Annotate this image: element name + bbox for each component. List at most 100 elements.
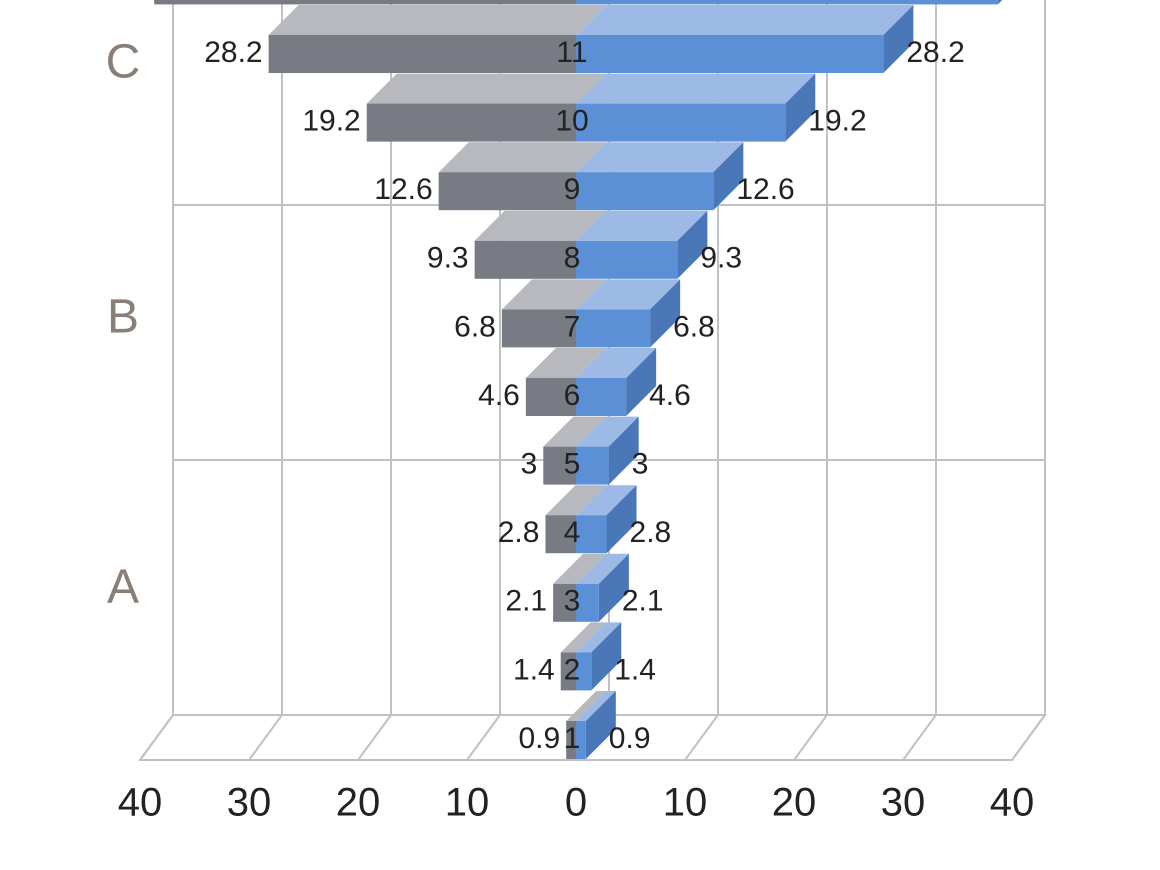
bar	[576, 446, 609, 485]
category-label: 9	[564, 173, 581, 206]
x-tick-label: 20	[772, 781, 817, 825]
bar	[576, 515, 607, 554]
grid-line	[902, 714, 937, 761]
bar-top	[560, 622, 606, 653]
bar	[366, 103, 576, 142]
grid-line	[684, 714, 719, 761]
value-label: 4.6	[478, 379, 520, 412]
bar	[474, 240, 576, 279]
bar-side	[608, 416, 639, 485]
value-label: 2.1	[622, 585, 664, 618]
category-label: 7	[564, 310, 581, 343]
bar-top	[545, 485, 606, 516]
bar-top	[438, 142, 606, 173]
value-label: 1.4	[513, 653, 555, 686]
bar-top	[576, 5, 914, 35]
bar-side	[883, 5, 914, 73]
bar-top	[566, 691, 606, 721]
value-label: 4.6	[649, 379, 691, 412]
bar-top	[576, 142, 744, 173]
category-label: 5	[564, 448, 581, 481]
bar	[576, 378, 627, 416]
bar	[501, 309, 576, 348]
category-label: 6	[564, 379, 581, 412]
bar-side	[626, 348, 657, 416]
x-tick-label: 20	[336, 781, 381, 825]
category-label: 2	[564, 653, 581, 686]
value-label: 9.3	[427, 242, 469, 275]
value-label: 12.6	[374, 173, 432, 206]
bar-top	[576, 622, 622, 653]
category-label: 10	[555, 105, 588, 138]
grid-line	[793, 714, 828, 761]
bar	[560, 652, 576, 691]
bar	[525, 378, 576, 416]
x-tick-label: 30	[227, 781, 272, 825]
bar-top	[576, 553, 629, 584]
bar	[576, 0, 998, 5]
bar	[543, 446, 576, 485]
value-label: 19.2	[302, 105, 360, 138]
bar-top	[576, 416, 639, 447]
value-label: 28.2	[906, 36, 964, 69]
bar-side	[713, 142, 744, 211]
bar	[553, 583, 576, 622]
value-label: 0.9	[609, 722, 651, 755]
group-label: C	[106, 36, 141, 89]
category-label: 8	[564, 242, 581, 275]
value-label: 1.4	[614, 653, 656, 686]
value-label: 0.9	[518, 722, 560, 755]
bar-top	[501, 279, 606, 310]
value-label: 6.8	[673, 310, 715, 343]
bar-side	[785, 73, 816, 142]
value-label: 19.2	[808, 105, 866, 138]
value-label: 6.8	[454, 310, 496, 343]
value-label: 3	[521, 448, 538, 481]
value-label: 28.2	[204, 36, 262, 69]
category-label: 4	[564, 516, 581, 549]
bar-top	[268, 5, 606, 35]
bar	[268, 35, 576, 73]
bar	[576, 35, 884, 73]
category-label: 1	[564, 722, 581, 755]
bar-top	[474, 210, 606, 241]
value-label: 2.8	[630, 516, 672, 549]
group-label: A	[107, 561, 139, 614]
grid-line	[248, 714, 283, 761]
bar-side	[677, 210, 708, 279]
value-label: 2.1	[505, 585, 547, 618]
bar	[576, 240, 678, 279]
bar-top	[366, 73, 606, 104]
x-tick-label: 0	[565, 781, 587, 825]
grid-line	[1011, 714, 1046, 761]
bar	[576, 721, 586, 759]
bar-top	[576, 73, 816, 104]
bar-top	[525, 348, 606, 378]
x-tick-label: 40	[990, 781, 1035, 825]
bar-top	[576, 348, 657, 378]
bar	[438, 172, 576, 211]
bar	[576, 172, 714, 211]
value-label: 2.8	[498, 516, 540, 549]
bar-side	[598, 553, 629, 622]
value-label: 3	[632, 448, 649, 481]
x-tick-label: 10	[445, 781, 490, 825]
bar	[154, 0, 577, 5]
grid-line	[139, 714, 174, 761]
group-label: B	[107, 291, 139, 344]
bar-top	[576, 691, 616, 721]
value-label: 9.3	[700, 242, 742, 275]
bar-side	[650, 279, 681, 348]
x-tick-label: 10	[663, 781, 708, 825]
x-tick-label: 40	[118, 781, 163, 825]
x-tick-label: 30	[881, 781, 926, 825]
bar	[576, 309, 651, 348]
bar-top	[576, 279, 681, 310]
bar-side	[997, 0, 1003, 5]
bar	[576, 103, 786, 142]
category-label: 11	[556, 36, 587, 69]
bar-top	[543, 416, 606, 447]
bar-side	[585, 691, 616, 759]
bar-top	[553, 553, 606, 584]
